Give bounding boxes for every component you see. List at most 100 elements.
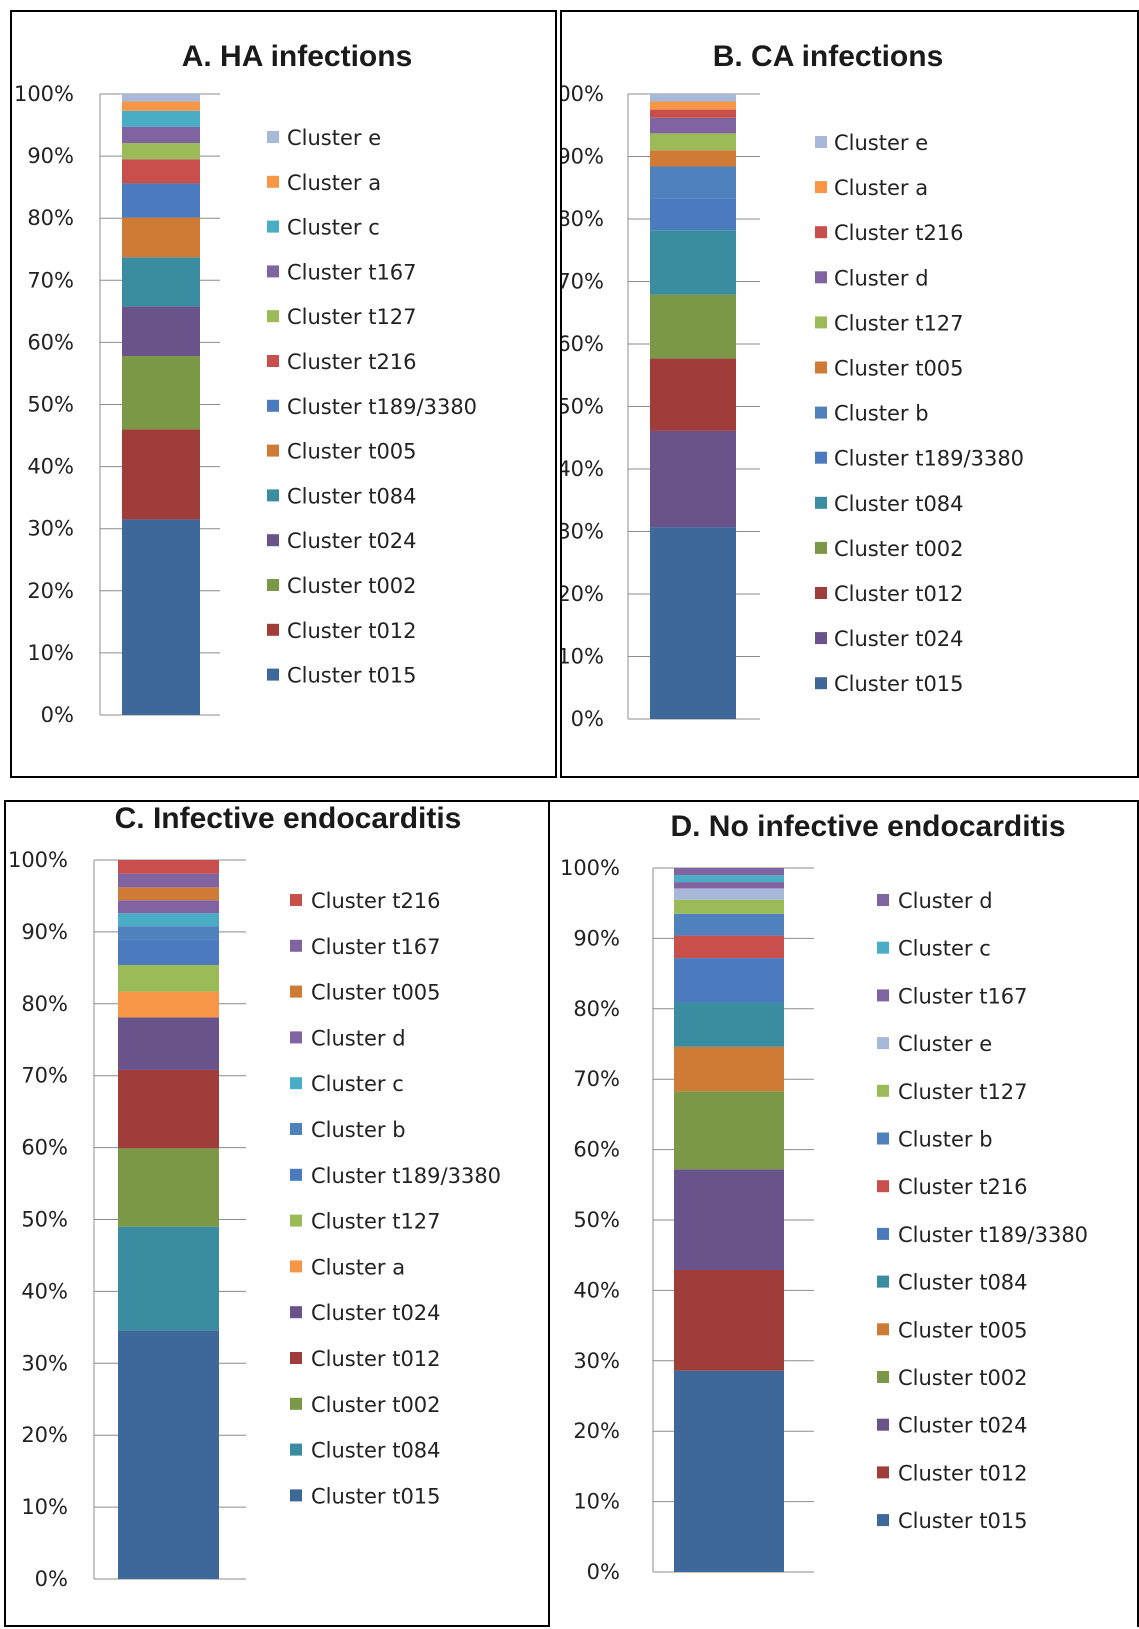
legend-label: Cluster a bbox=[287, 171, 381, 195]
bar-segment-cluster-c bbox=[674, 875, 784, 883]
y-tick-label: 30% bbox=[562, 520, 604, 544]
legend-swatch bbox=[877, 1323, 889, 1336]
legend-label: Cluster t189/3380 bbox=[898, 1223, 1088, 1247]
legend-swatch bbox=[290, 939, 302, 952]
y-tick-label: 20% bbox=[27, 579, 74, 603]
bar-segment-cluster-t216 bbox=[118, 860, 219, 874]
legend-swatch bbox=[815, 496, 827, 509]
legend-swatch bbox=[877, 1371, 889, 1383]
y-tick-label: 70% bbox=[573, 1067, 620, 1091]
legend-label: Cluster t002 bbox=[898, 1366, 1028, 1390]
y-tick-label: 60% bbox=[27, 330, 74, 354]
legend-swatch bbox=[815, 361, 827, 374]
y-tick-label: 50% bbox=[573, 1208, 620, 1232]
legend-label: Cluster d bbox=[311, 1026, 406, 1050]
panel-d: D. No infective endocarditis 0% 10% 20% 30% 4… bbox=[550, 800, 1139, 1627]
legend-label: Cluster t002 bbox=[834, 537, 964, 561]
bar-segment-cluster-t084 bbox=[650, 230, 736, 295]
legend-swatch bbox=[290, 1077, 302, 1090]
bar-segment-cluster-t015 bbox=[118, 1330, 219, 1579]
legend-swatch bbox=[267, 220, 279, 233]
bar-segment-cluster-t167 bbox=[674, 882, 784, 889]
legend-swatch bbox=[815, 316, 827, 329]
legend-label: Cluster t015 bbox=[287, 664, 417, 688]
legend-swatch bbox=[877, 1132, 889, 1145]
bar-segment-cluster-t002 bbox=[122, 356, 200, 430]
y-tick-label: 50% bbox=[27, 393, 74, 417]
bar-segment-cluster-c bbox=[122, 110, 200, 127]
legend-label: Cluster b bbox=[898, 1128, 993, 1152]
bar-segment-cluster-t084 bbox=[674, 1002, 784, 1047]
legend-label: Cluster t024 bbox=[287, 529, 417, 553]
legend-swatch bbox=[815, 181, 827, 194]
legend-label: Cluster d bbox=[834, 266, 929, 290]
y-tick-label: 60% bbox=[562, 332, 604, 356]
legend-label: Cluster a bbox=[834, 176, 928, 200]
y-tick-label: 60% bbox=[573, 1138, 620, 1162]
bar-segment-cluster-e bbox=[122, 94, 200, 102]
bar-segment-cluster-t189-3380 bbox=[122, 183, 200, 218]
y-tick-label: 70% bbox=[562, 270, 604, 294]
legend-label: Cluster t005 bbox=[834, 357, 964, 381]
bar-segment-cluster-t189-3380 bbox=[650, 198, 736, 231]
y-tick-label: 0% bbox=[35, 1567, 68, 1591]
legend-swatch bbox=[267, 310, 279, 323]
legend-swatch bbox=[290, 985, 302, 998]
chart-no-infective-endocarditis: D. No infective endocarditis 0% 10% 20% 30% 4… bbox=[560, 810, 1088, 1584]
y-tick-label: 0% bbox=[587, 1560, 620, 1584]
legend-label: Cluster c bbox=[898, 937, 991, 961]
y-tick-label: 100% bbox=[8, 848, 68, 872]
y-tick-label: 40% bbox=[27, 455, 74, 479]
legend-swatch bbox=[267, 399, 279, 412]
legend-swatch bbox=[815, 541, 827, 554]
bar-segment-cluster-d bbox=[118, 900, 219, 914]
legend-swatch bbox=[267, 489, 279, 502]
legend-swatch bbox=[290, 1397, 302, 1410]
legend-label: Cluster t015 bbox=[834, 672, 964, 696]
y-tick-label: 90% bbox=[562, 145, 604, 169]
y-tick-label: 40% bbox=[21, 1279, 68, 1303]
bar-segment-cluster-a bbox=[122, 101, 200, 111]
legend-label: Cluster b bbox=[834, 402, 929, 426]
legend-swatch bbox=[877, 989, 889, 1002]
legend-label: Cluster t005 bbox=[287, 440, 417, 464]
legend-label: Cluster t005 bbox=[898, 1318, 1028, 1342]
legend-swatch bbox=[267, 444, 279, 457]
legend-swatch bbox=[290, 894, 302, 906]
chart-ha-infections: A. HA infections 0% 10% 20% 30% 40% 50% 60% 70% 8… bbox=[14, 40, 477, 727]
bar-segment-cluster-b bbox=[674, 913, 784, 936]
legend-label: Cluster t216 bbox=[311, 889, 441, 913]
legend-swatch bbox=[815, 406, 827, 419]
bar-segment-cluster-t084 bbox=[118, 1226, 219, 1331]
chart-title: D. No infective endocarditis bbox=[670, 810, 1065, 843]
y-tick-label: 100% bbox=[562, 82, 604, 106]
legend-label: Cluster t167 bbox=[898, 984, 1028, 1008]
legend-swatch bbox=[290, 1260, 302, 1273]
bar-segment-cluster-t005 bbox=[122, 217, 200, 258]
y-tick-label: 20% bbox=[21, 1423, 68, 1447]
y-tick-label: 10% bbox=[21, 1495, 68, 1519]
legend-label: Cluster t084 bbox=[898, 1271, 1028, 1295]
bar-segment-cluster-t002 bbox=[674, 1091, 784, 1170]
legend-swatch bbox=[877, 894, 889, 906]
legend-swatch bbox=[877, 1037, 889, 1050]
legend-swatch bbox=[290, 1489, 302, 1502]
legend-label: Cluster b bbox=[311, 1118, 406, 1142]
legend-label: Cluster t024 bbox=[834, 627, 964, 651]
bar-segment-cluster-t015 bbox=[650, 527, 736, 719]
y-tick-label: 50% bbox=[562, 395, 604, 419]
chart-infective-endocarditis: C. Infective endocarditis 0% 10% 20% 30% 40% 5… bbox=[8, 802, 501, 1591]
bar-segment-cluster-t127 bbox=[118, 964, 219, 992]
bar-segment-cluster-d bbox=[674, 868, 784, 876]
legend-label: Cluster t002 bbox=[311, 1393, 441, 1417]
bar-segment-cluster-t084 bbox=[122, 257, 200, 307]
legend-label: Cluster t216 bbox=[287, 350, 417, 374]
bar-segment-cluster-t216 bbox=[122, 159, 200, 184]
y-tick-label: 0% bbox=[41, 703, 74, 727]
legend-swatch bbox=[815, 271, 827, 284]
bar-segment-cluster-d bbox=[650, 117, 736, 134]
y-tick-label: 80% bbox=[21, 992, 68, 1016]
legend-swatch bbox=[267, 579, 279, 591]
bar-segment-cluster-t005 bbox=[674, 1046, 784, 1092]
y-tick-label: 60% bbox=[21, 1136, 68, 1160]
